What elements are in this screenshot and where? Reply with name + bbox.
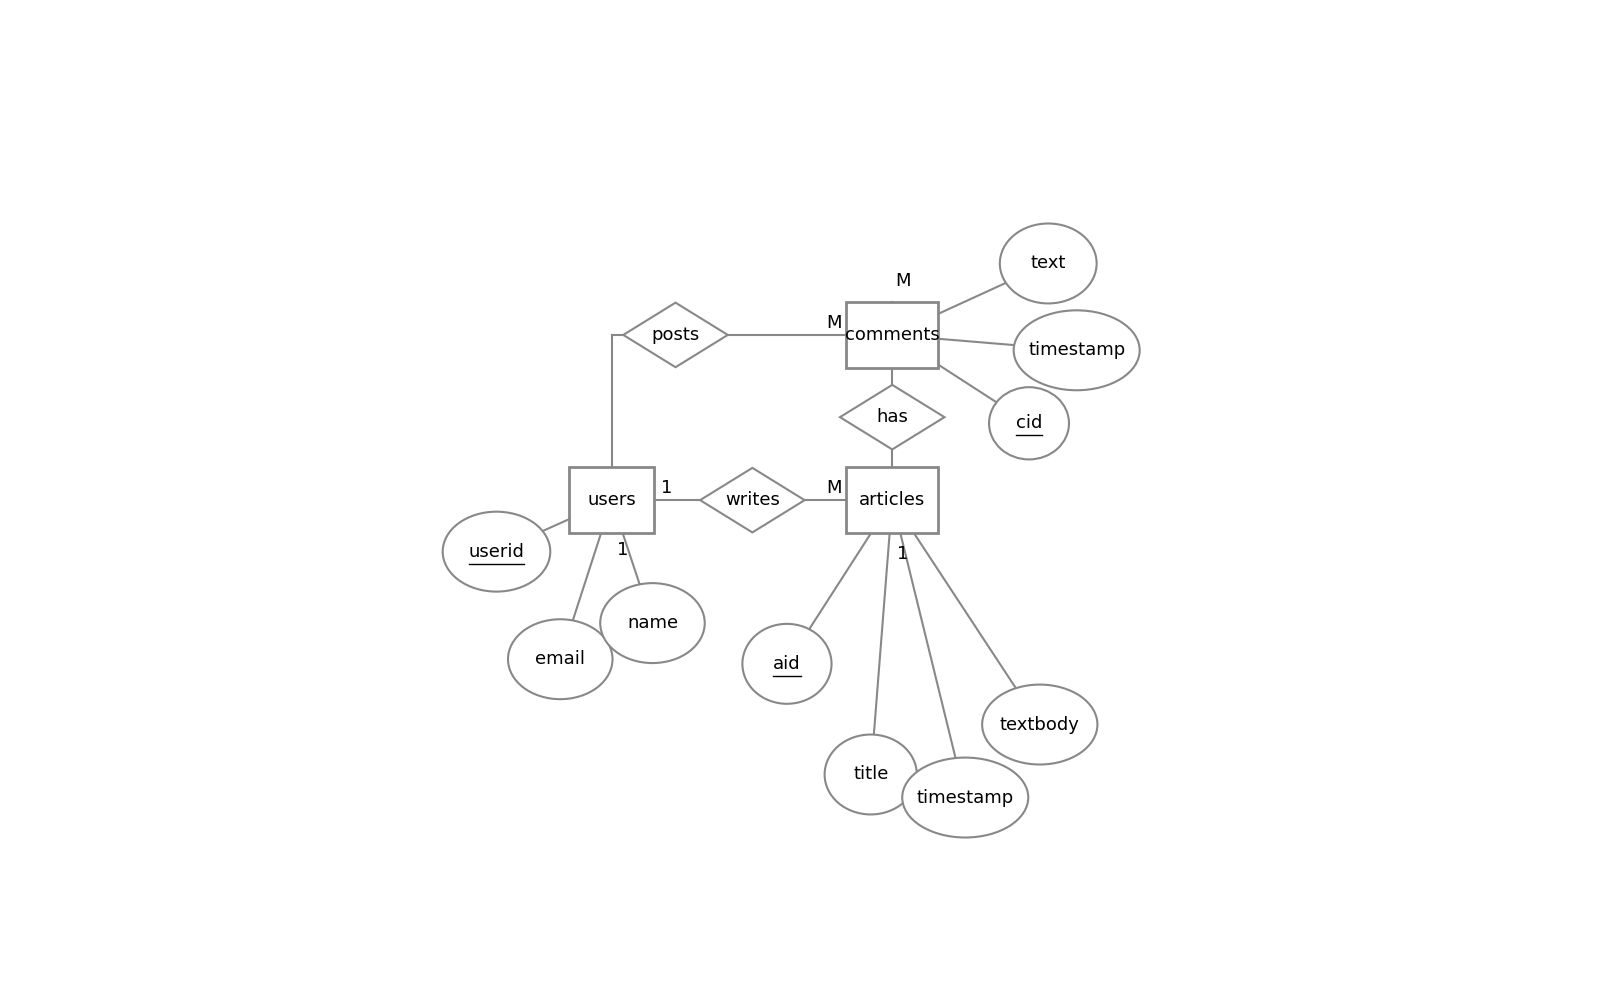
- Text: posts: posts: [652, 326, 700, 344]
- Ellipse shape: [1000, 224, 1096, 303]
- Text: writes: writes: [724, 491, 780, 509]
- Ellipse shape: [989, 387, 1069, 459]
- Text: users: users: [587, 491, 636, 509]
- Ellipse shape: [1013, 310, 1140, 390]
- Bar: [570, 467, 653, 533]
- Text: aid: aid: [772, 655, 801, 673]
- Text: comments: comments: [844, 326, 939, 344]
- Bar: [846, 467, 937, 533]
- Ellipse shape: [982, 685, 1096, 764]
- Text: cid: cid: [1016, 414, 1042, 432]
- Text: 1: 1: [660, 479, 671, 497]
- Ellipse shape: [507, 619, 612, 700]
- Text: M: M: [825, 313, 841, 331]
- Text: userid: userid: [469, 543, 525, 561]
- Polygon shape: [700, 468, 804, 532]
- Text: email: email: [534, 651, 584, 669]
- Polygon shape: [623, 302, 727, 367]
- Text: timestamp: timestamp: [1027, 341, 1125, 359]
- Ellipse shape: [902, 757, 1027, 837]
- Ellipse shape: [823, 735, 916, 814]
- Text: title: title: [852, 765, 888, 783]
- Text: 1: 1: [897, 545, 908, 563]
- Bar: [846, 302, 937, 367]
- Text: M: M: [825, 479, 841, 497]
- Text: has: has: [876, 408, 907, 426]
- Text: 1: 1: [616, 541, 628, 559]
- Ellipse shape: [742, 624, 831, 704]
- Text: articles: articles: [859, 491, 924, 509]
- Text: name: name: [626, 614, 677, 632]
- Polygon shape: [839, 385, 944, 449]
- Text: textbody: textbody: [1000, 716, 1079, 734]
- Text: text: text: [1030, 254, 1066, 272]
- Ellipse shape: [443, 512, 551, 592]
- Ellipse shape: [600, 583, 705, 663]
- Text: M: M: [894, 271, 910, 289]
- Text: timestamp: timestamp: [916, 788, 1013, 806]
